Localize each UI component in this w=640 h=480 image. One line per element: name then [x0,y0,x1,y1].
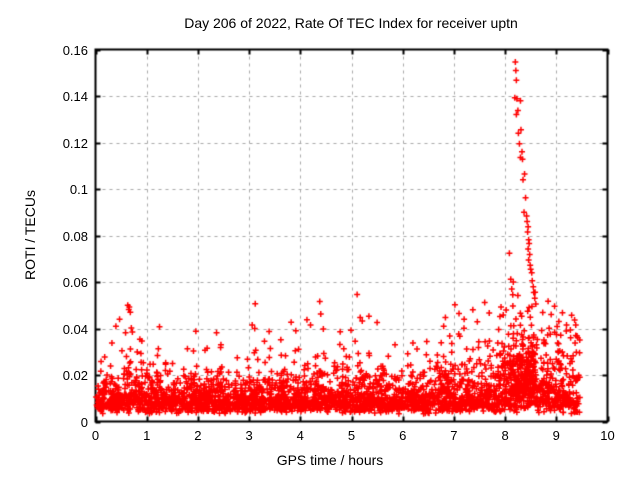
x-tick-label: 3 [245,428,253,443]
x-tick-label: 8 [501,428,509,443]
y-tick-label: 0 [80,414,88,430]
y-tick-label: 0.16 [62,42,88,58]
y-tick-label: 0.1 [69,182,88,197]
x-tick-label: 2 [194,428,202,443]
x-tick-label: 7 [450,428,458,443]
x-tick-label: 6 [399,428,407,443]
y-tick-label: 0.08 [62,228,88,244]
chart-title: Day 206 of 2022, Rate Of TEC Index for r… [184,15,518,31]
x-tick-label: 5 [347,428,356,443]
x-axis-label: GPS time / hours [276,452,384,468]
x-tick-label: 4 [296,428,304,443]
x-tick-label: 1 [143,428,151,443]
y-tick-label: 0.06 [62,275,88,290]
y-tick-label: 0.12 [62,135,88,151]
y-tick-label: 0.14 [62,89,88,104]
x-tick-label: 10 [600,428,615,443]
y-tick-label: 0.02 [62,368,88,383]
y-tick-label: 0.04 [62,321,88,337]
x-tick-label: 9 [552,428,560,443]
x-tick-label: 0 [91,428,100,443]
